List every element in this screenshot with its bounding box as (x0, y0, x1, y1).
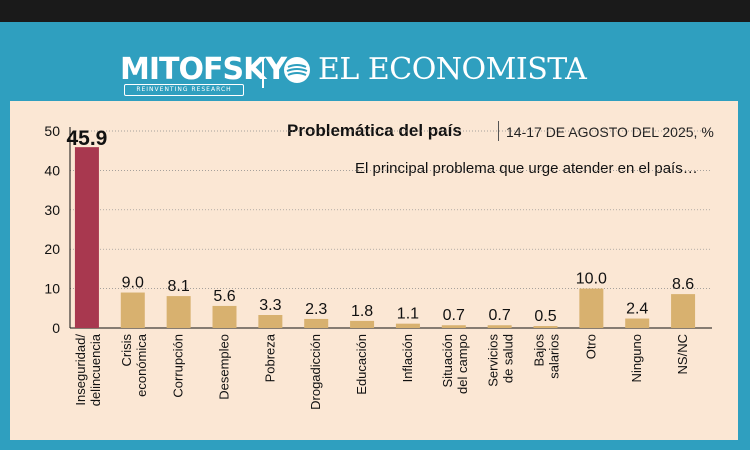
header-divider (262, 58, 264, 88)
title-separator (498, 121, 499, 141)
globe-icon (284, 57, 310, 83)
chart-title: Problemática del país (287, 121, 462, 140)
mitofsky-tagline: REINVENTING RESEARCH (124, 84, 244, 96)
chart-question: El principal problema que urge atender e… (355, 160, 698, 177)
el-economista-logo: EL ECONOMISTA (318, 52, 587, 87)
mitofsky-logo: MITOFSKY (120, 52, 287, 87)
chart-subtitle: 14-17 DE AGOSTO DEL 2025, % (506, 124, 714, 140)
chart-panel (10, 101, 738, 440)
